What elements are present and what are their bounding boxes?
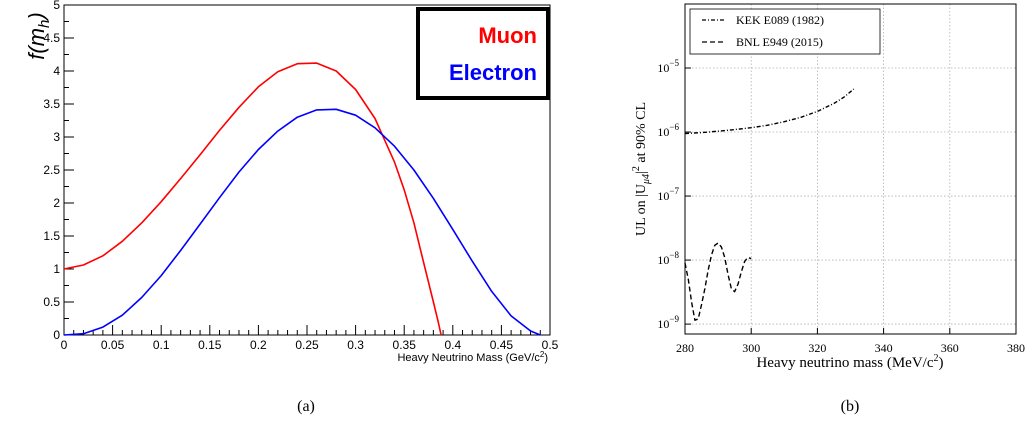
- chart-b-x-tick-label: 380: [1007, 341, 1025, 355]
- chart-b-x-tick-label: 360: [941, 341, 959, 355]
- chart-a-y-tick-label: 1: [53, 262, 60, 276]
- chart-a-x-tick-label: 0: [61, 338, 68, 352]
- chart-b-x-tick-label: 300: [742, 341, 760, 355]
- chart-b-legend-box: [689, 8, 881, 55]
- chart-a-legend-muon: Muon: [478, 23, 537, 48]
- chart-a-y-tick-label: 5: [53, 0, 60, 12]
- chart-b-lines: [684, 88, 855, 321]
- chart-b-y-tick-label: 10−5: [657, 58, 679, 75]
- chart-a-x-tick-label: 0.3: [347, 338, 364, 352]
- chart-a-y-tick-label: 3.5: [43, 97, 60, 111]
- chart-b-y-ticks: 10−9 10−8 10−7 10−6 10−5: [657, 58, 691, 331]
- chart-a: 0 0.5 1 1.5 2 2.5 3 3.5 4 4.5 5 0 0.05 0.1 0.15 0.2 0.2…: [24, 0, 559, 364]
- chart-b-x-axis-label: Heavy neutrino mass (MeV/c2): [756, 353, 943, 371]
- chart-b-x-tick-label: 340: [875, 341, 893, 355]
- chart-a-y-axis-label: f(mh): [24, 12, 53, 59]
- chart-b: 10−910−810−710−610−5 280 300 320 340 360 380 …: [631, 3, 1025, 371]
- chart-a-y-ticks: 0 0.5 1 1.5 2 2.5 3 3.5 4 4.5 5: [43, 0, 74, 342]
- chart-a-x-tick-label: 0.35: [393, 338, 417, 352]
- chart-a-x-tick-label: 0.1: [153, 338, 170, 352]
- chart-b-x-ticks: 280 300 320 340 360 380: [676, 328, 1025, 355]
- caption-b: (b): [841, 398, 860, 415]
- chart-a-y-tick-label: 0.5: [43, 295, 60, 309]
- chart-b-x-tick-label: 320: [808, 341, 826, 355]
- chart-b-y-axis-label: UL on |Uμ4|2 at 90% CL: [631, 102, 652, 236]
- chart-a-legend-box: [416, 7, 550, 100]
- chart-b-y-tick-label: 10−7: [657, 186, 679, 203]
- chart-a-x-tick-label: 0.15: [198, 338, 222, 352]
- chart-a-legend-electron: Electron: [449, 60, 537, 85]
- chart-b-legend-bnl: BNL E949 (2015): [736, 35, 823, 49]
- chart-a-x-tick-label: 0.4: [444, 338, 461, 352]
- chart-a-x-tick-label: 0.05: [101, 338, 125, 352]
- chart-a-y-tick-label: 0: [53, 328, 60, 342]
- chart-b-legend: KEK E089 (1982) BNL E949 (2015): [689, 8, 881, 55]
- chart-a-y-tick-label: 4.5: [43, 31, 60, 45]
- chart-b-plot-frame: [684, 3, 1017, 335]
- chart-a-lines: [63, 62, 541, 336]
- chart-a-legend: Muon Electron: [416, 7, 550, 100]
- chart-a-series-electron: [63, 108, 541, 336]
- chart-a-x-tick-label: 0.5: [542, 338, 559, 352]
- chart-b-series-bnl: [684, 242, 752, 321]
- chart-b-legend-kek: KEK E089 (1982): [736, 13, 824, 27]
- chart-b-y-tick-label: 10−6: [657, 122, 679, 139]
- chart-b-x-tick-label: 280: [676, 341, 694, 355]
- chart-b-series-kek: [684, 88, 855, 135]
- chart-a-y-tick-label: 4: [53, 64, 60, 78]
- chart-a-x-tick-label: 0.25: [295, 338, 319, 352]
- chart-a-series-muon: [63, 62, 442, 336]
- chart-a-y-tick-label: 3: [53, 130, 60, 144]
- caption-a: (a): [297, 398, 315, 415]
- chart-a-y-tick-label: 1.5: [43, 229, 60, 243]
- chart-a-x-tick-label: 0.45: [490, 338, 514, 352]
- chart-a-y-tick-label: 2: [53, 196, 60, 210]
- chart-b-y-tick-label: 10−8: [657, 250, 679, 267]
- chart-a-y-tick-label: 2.5: [43, 163, 60, 177]
- chart-a-x-axis-label: Heavy Neutrino Mass (GeV/c2): [397, 350, 548, 364]
- chart-a-x-tick-label: 0.2: [250, 338, 267, 352]
- chart-a-x-ticks: 0 0.05 0.1 0.15 0.2 0.25 0.3 0.35 0.4 0.45 0.5: [61, 325, 559, 352]
- chart-b-y-tick-label: 10−9: [657, 314, 679, 331]
